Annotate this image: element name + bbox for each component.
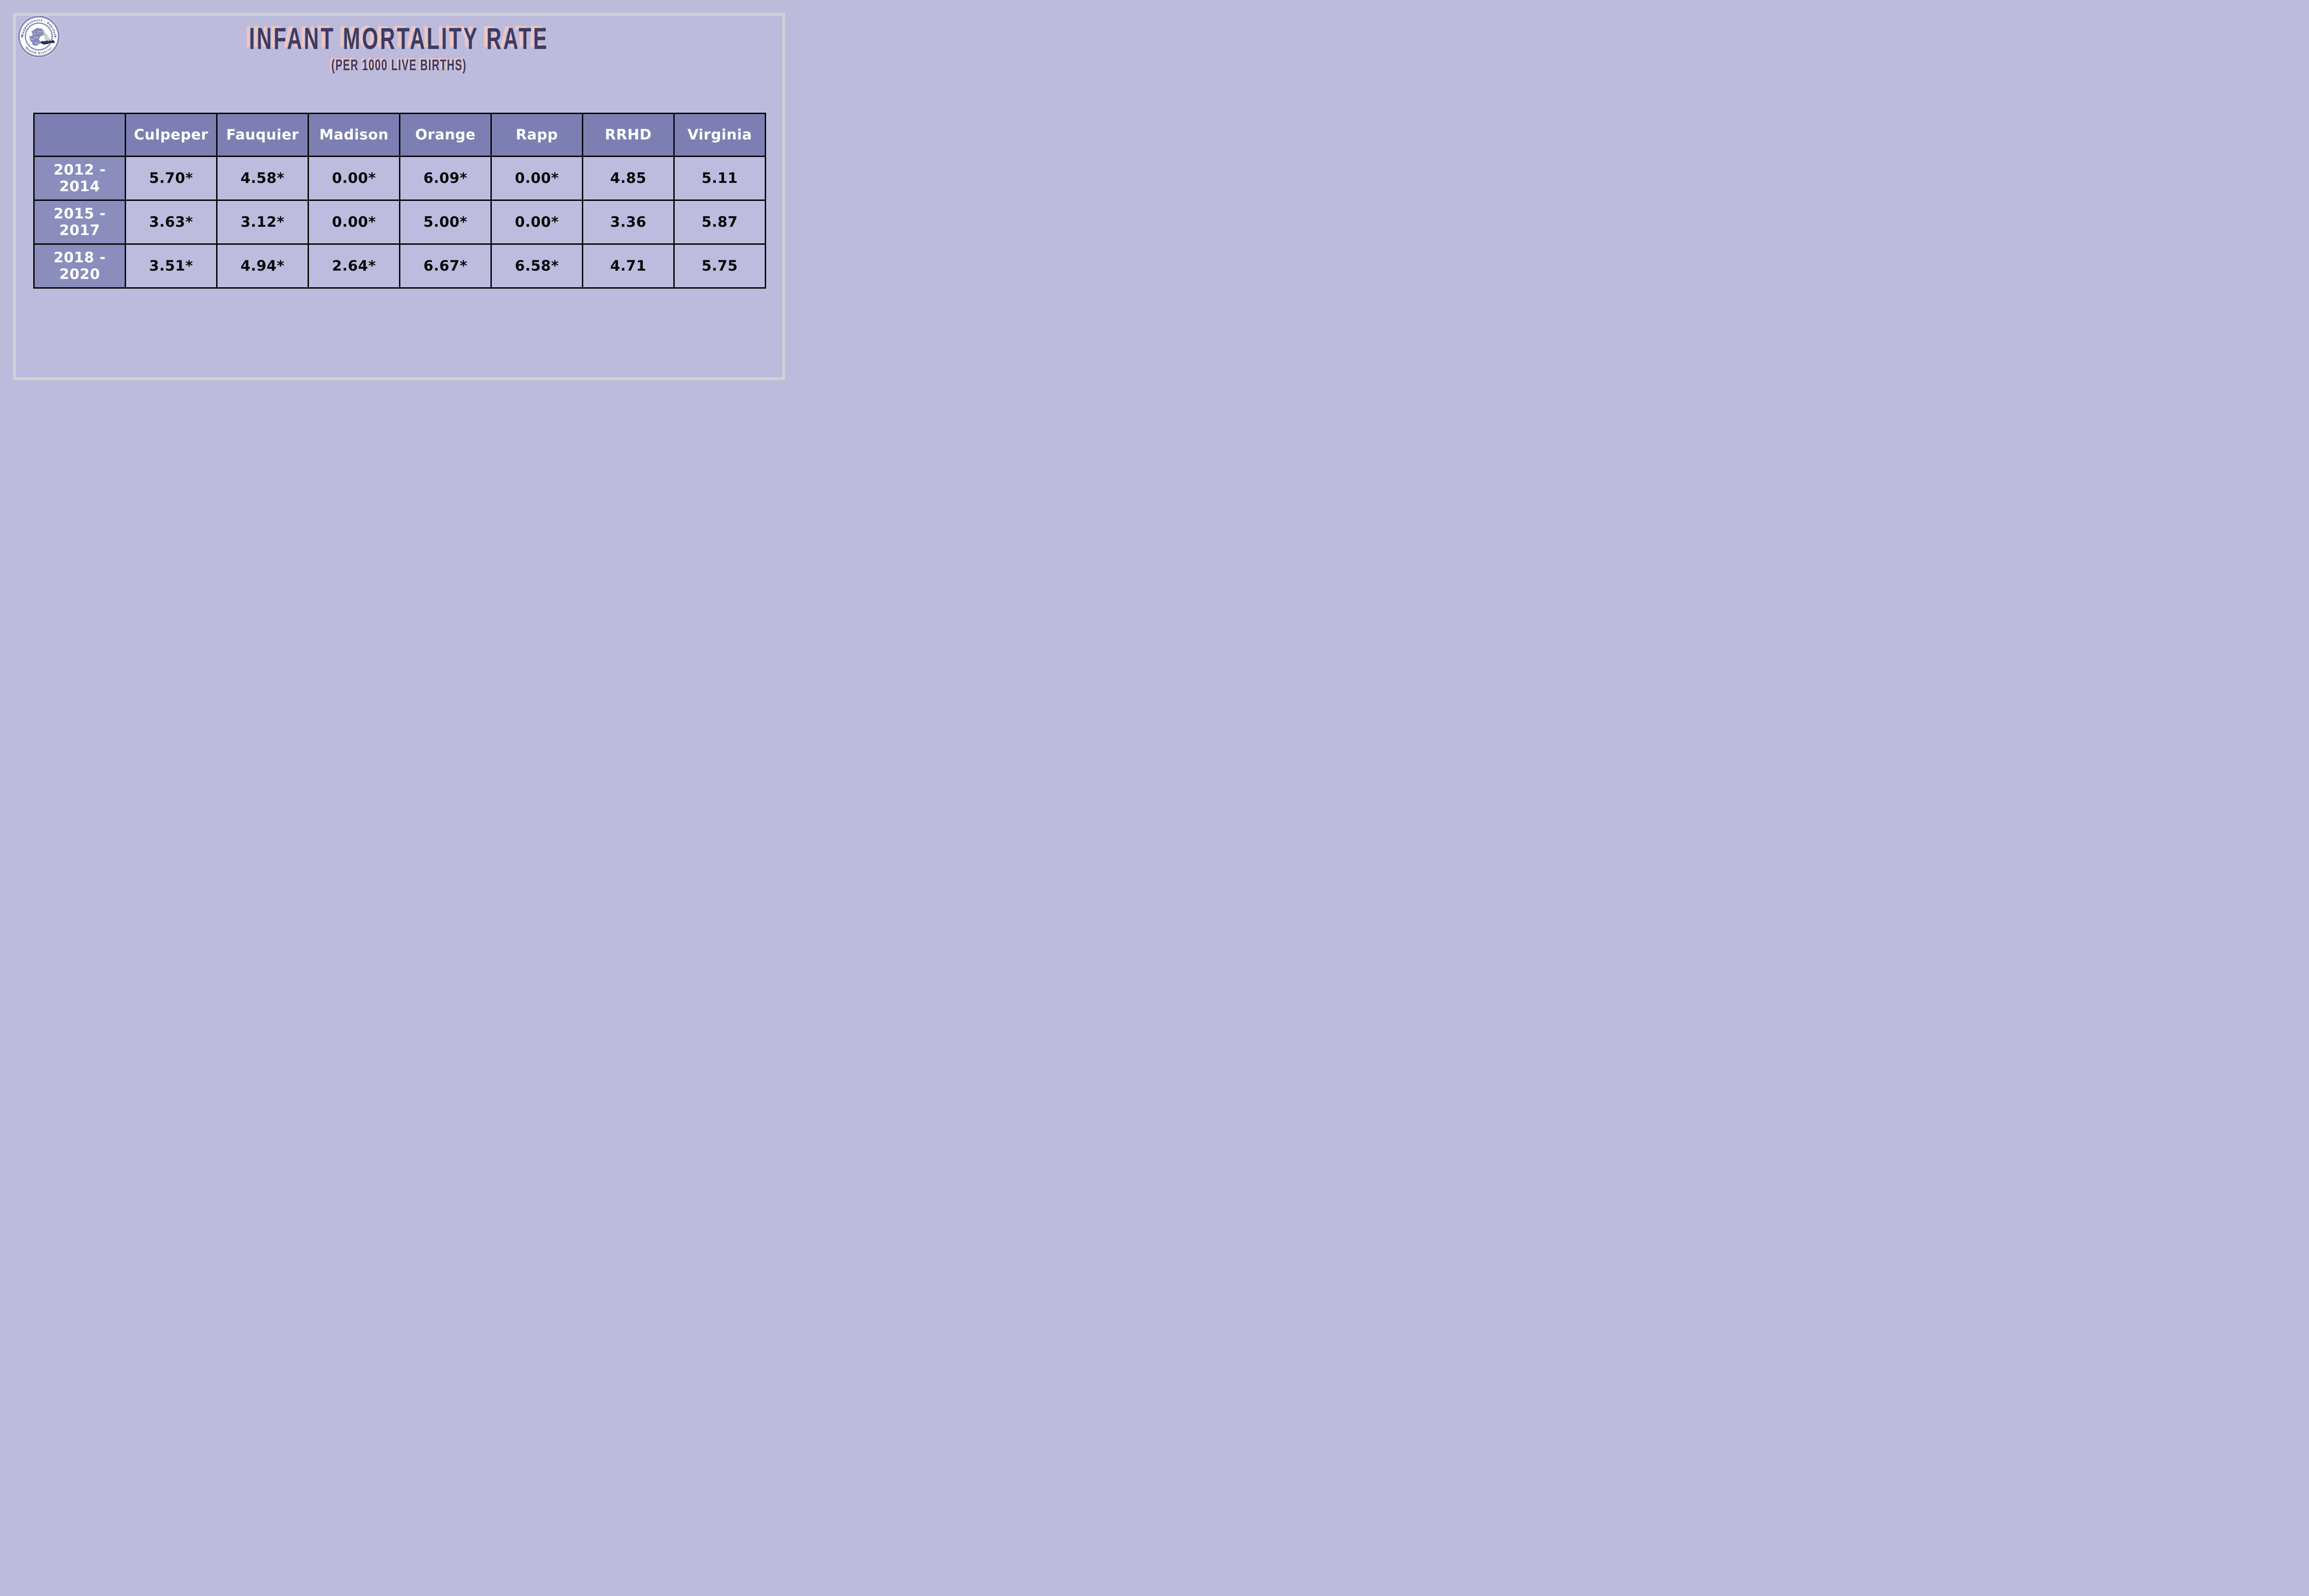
table-cell: 3.51* — [125, 243, 218, 289]
table-cell: 4.71 — [582, 243, 675, 289]
row-label: 2012 - 2014 — [33, 156, 126, 201]
table-cell: 4.94* — [216, 243, 309, 289]
column-header-culpeper: Culpeper — [125, 113, 218, 157]
seal-right-dot-icon — [54, 36, 56, 37]
table-cell: 6.09* — [399, 156, 492, 201]
page-title: INFANT MORTALITY RATE — [249, 21, 549, 55]
table-cell: 0.00* — [490, 200, 583, 245]
table-cell: 0.00* — [308, 200, 400, 245]
subtitle-block: (PER 1000 LIVE BIRTHS) — [0, 57, 798, 73]
column-header-fauquier: Fauquier — [216, 113, 309, 157]
title-block: INFANT MORTALITY RATE — [0, 23, 798, 54]
column-header-virginia: Virginia — [673, 113, 766, 157]
map-label-madison: Madison — [30, 38, 35, 40]
seal-left-dot-icon — [21, 36, 23, 37]
table-cell: 6.58* — [490, 243, 583, 289]
table-cell: 5.70* — [125, 156, 218, 201]
table-cell: 0.00* — [490, 156, 583, 201]
map-virginia-silhouette — [40, 40, 55, 45]
map-district-highlight — [48, 40, 49, 42]
row-label: 2015 - 2017 — [33, 200, 126, 245]
inset-frame-border — [13, 13, 785, 380]
district-map-graphic: Fauquier Rappahannock Culpeper Madison O… — [29, 28, 55, 46]
seal-outer-ring — [18, 15, 60, 58]
column-header-madison: Madison — [308, 113, 400, 157]
table-cell: 4.58* — [216, 156, 309, 201]
table-cell: 2.64* — [308, 243, 400, 289]
page-subtitle: (PER 1000 LIVE BIRTHS) — [331, 56, 467, 73]
table-cell: 0.00* — [308, 156, 400, 201]
map-beam-shape — [42, 29, 52, 43]
health-district-seal-logo: Rappahannock - Rapidan Health District F… — [18, 15, 60, 58]
table-row: 2018 - 2020 3.51* 4.94* 2.64* 6.67* 6.58… — [33, 243, 766, 289]
table-cell: 6.67* — [399, 243, 492, 289]
table-row: 2015 - 2017 3.63* 3.12* 0.00* 5.00* 0.00… — [33, 200, 766, 245]
table-cell: 5.75 — [673, 243, 766, 289]
map-label-fauquier: Fauquier — [37, 30, 42, 32]
table-cell: 5.11 — [673, 156, 766, 201]
table-cell: 3.36 — [582, 200, 675, 245]
column-header-rrhd: RRHD — [582, 113, 675, 157]
corner-cell — [33, 113, 126, 157]
map-label-orange: Orange — [35, 42, 39, 44]
column-header-rapp: Rapp — [490, 113, 583, 157]
infant-mortality-table: Culpeper Fauquier Madison Orange Rapp RR… — [33, 113, 766, 289]
table-cell: 5.87 — [673, 200, 766, 245]
mortality-table-container: Culpeper Fauquier Madison Orange Rapp RR… — [33, 113, 766, 289]
column-header-orange: Orange — [399, 113, 492, 157]
header-row: Culpeper Fauquier Madison Orange Rapp RR… — [33, 113, 766, 157]
table-cell: 4.85 — [582, 156, 675, 201]
table-row: 2012 - 2014 5.70* 4.58* 0.00* 6.09* 0.00… — [33, 156, 766, 201]
table-cell: 5.00* — [399, 200, 492, 245]
row-label: 2018 - 2020 — [33, 243, 126, 289]
map-label-rappahannock: Rappahannock — [31, 33, 39, 34]
table-cell: 3.12* — [216, 200, 309, 245]
table-cell: 3.63* — [125, 200, 218, 245]
map-label-culpeper: Culpeper — [34, 36, 39, 38]
